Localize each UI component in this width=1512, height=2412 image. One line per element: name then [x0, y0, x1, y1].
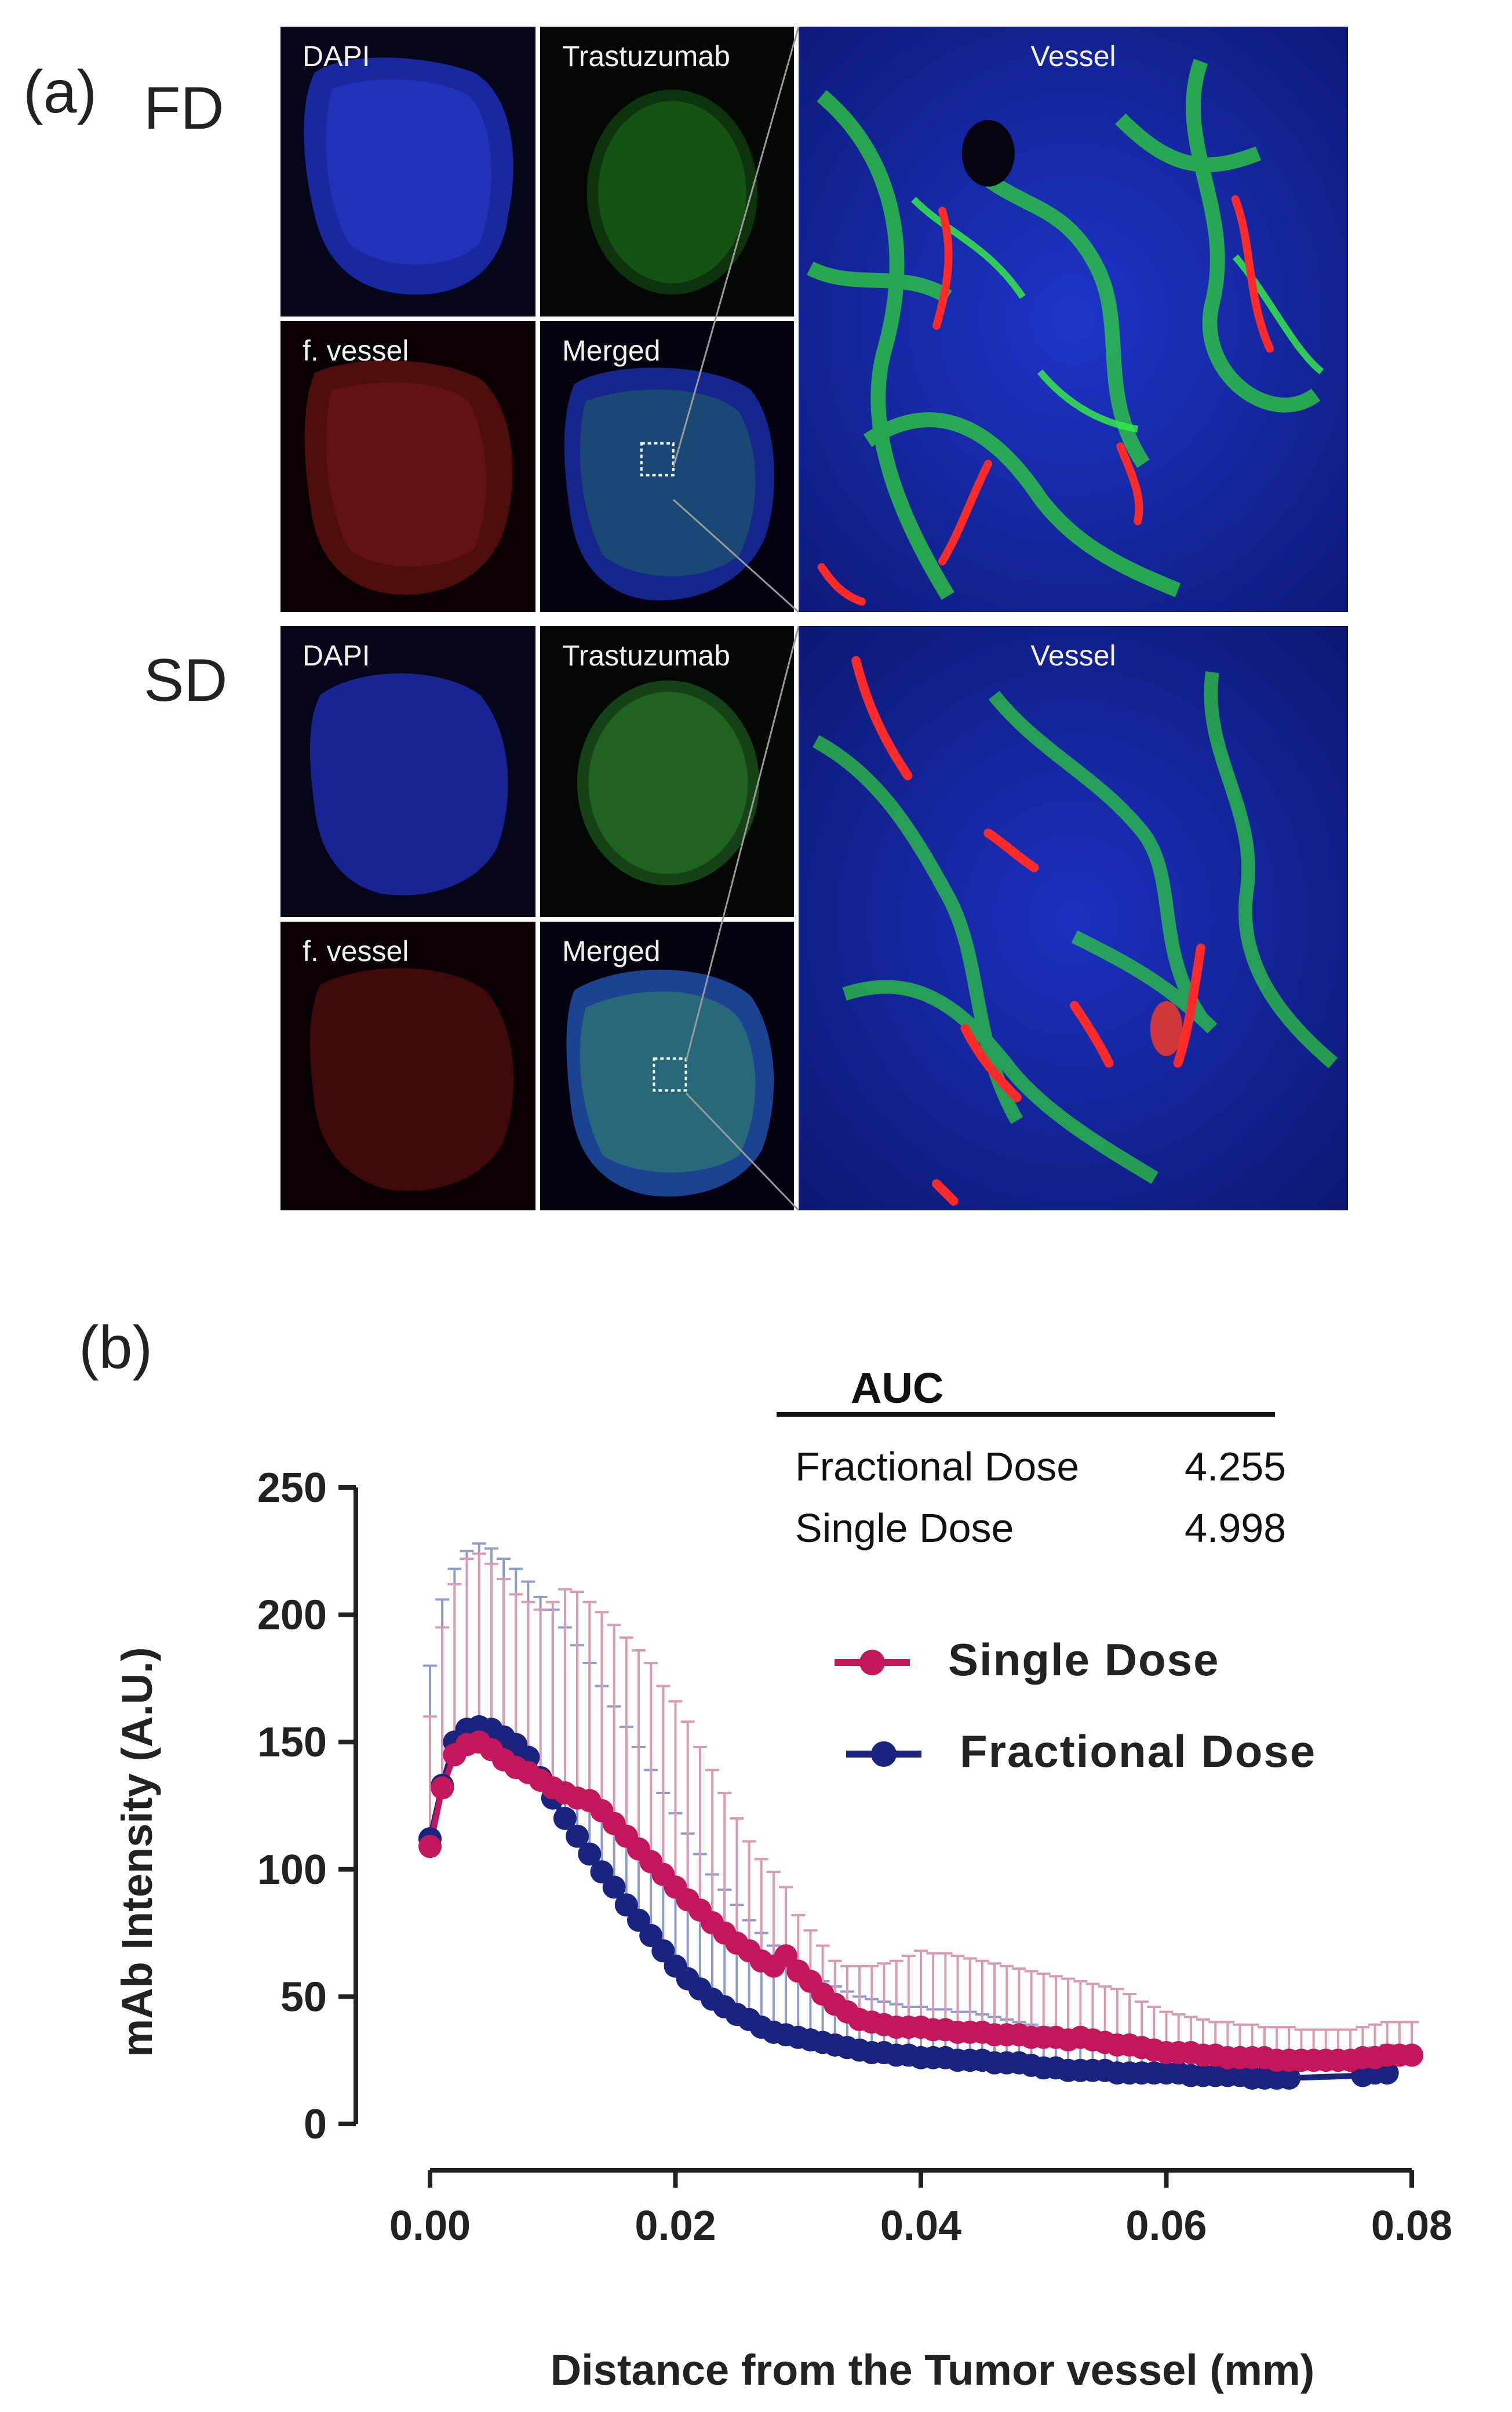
- fd-trastuzumab-image: Trastuzumab: [538, 24, 796, 319]
- fd-zoom-label: Vessel: [1030, 40, 1116, 72]
- fd-merged-label: Merged: [562, 334, 661, 367]
- sd-trastuzumab-tissue: [540, 626, 794, 917]
- fd-trastuzumab-tissue: [540, 27, 794, 316]
- legend-marker-fractional: [871, 1741, 897, 1767]
- fractional-dose-point: [1277, 2066, 1301, 2090]
- y-tick-label: 100: [257, 1847, 327, 1893]
- fd-vessel-label: f. vessel: [303, 334, 409, 367]
- fd-dapi-label: DAPI: [303, 40, 370, 72]
- auc-row-value: 4.998: [1185, 1505, 1287, 1551]
- x-tick-label: 0.04: [880, 2203, 961, 2249]
- fd-vessel-tissue: [280, 321, 535, 612]
- fd-zoom-image: Vessel: [796, 24, 1350, 614]
- sd-dapi-label: DAPI: [303, 639, 370, 672]
- sd-merged-label: Merged: [562, 935, 661, 967]
- y-tick-label: 50: [280, 1974, 327, 2020]
- sd-dapi-image: DAPI: [278, 624, 538, 919]
- row-label-fd: FD: [144, 75, 224, 142]
- fd-dapi-tissue: [280, 27, 535, 316]
- fd-zoom-region: [640, 442, 675, 476]
- auc-row-value: 4.255: [1185, 1444, 1287, 1489]
- fd-dapi-image: DAPI: [278, 24, 538, 319]
- fractional-dose-point: [566, 1824, 589, 1848]
- legend-label-fractional: Fractional Dose: [960, 1726, 1317, 1777]
- zoom-connectors: [672, 26, 800, 1212]
- x-tick-label: 0.06: [1125, 2203, 1207, 2249]
- legend-label-single: Single Dose: [948, 1634, 1220, 1685]
- auc-row-name: Single Dose: [795, 1505, 1014, 1551]
- x-tick-label: 0.00: [389, 2203, 471, 2249]
- panel-a-label: (a): [23, 59, 97, 126]
- legend-markers: [835, 1650, 921, 1767]
- fd-merged-tissue: [540, 321, 794, 612]
- sd-vessel-image: f. vessel: [278, 919, 538, 1213]
- sd-trastuzumab-label: Trastuzumab: [562, 639, 730, 672]
- auc-table-rule: [777, 1412, 1275, 1417]
- auc-table-header: AUC: [851, 1364, 944, 1412]
- sd-zoom-label: Vessel: [1030, 639, 1116, 672]
- auc-row-name: Fractional Dose: [795, 1444, 1080, 1489]
- single-dose-point: [431, 1776, 454, 1800]
- sd-dapi-tissue: [280, 626, 535, 917]
- sd-zoom-image: Vessel: [796, 624, 1350, 1213]
- single-dose-point: [1400, 2043, 1423, 2067]
- fractional-dose-point: [553, 1806, 577, 1830]
- sd-vessel-label: f. vessel: [303, 935, 409, 967]
- fd-trastuzumab-label: Trastuzumab: [562, 40, 730, 72]
- x-axis-title: Distance from the Tumor vessel (mm): [551, 2346, 1315, 2394]
- y-tick-label: 200: [257, 1592, 327, 1639]
- y-axis-title: mAb Intensity (A.U.): [113, 1647, 161, 2057]
- fd-vessel-image: f. vessel: [278, 319, 538, 614]
- panel-b-label: (b): [79, 1314, 153, 1381]
- single-dose-point: [418, 1835, 442, 1858]
- sd-zoom-tissue: [799, 626, 1348, 1210]
- fractional-dose-point: [602, 1875, 626, 1899]
- sd-zoom-region: [653, 1057, 687, 1092]
- fd-merged-image: Merged: [538, 319, 796, 614]
- sd-trastuzumab-image: Trastuzumab: [538, 624, 796, 919]
- x-tick-label: 0.02: [635, 2203, 716, 2249]
- legend-marker-single: [859, 1650, 885, 1675]
- sd-vessel-tissue: [280, 922, 535, 1210]
- row-label-sd: SD: [144, 647, 228, 714]
- fd-zoom-tissue: [799, 27, 1348, 612]
- y-tick-label: 0: [304, 2101, 327, 2148]
- y-tick-label: 250: [257, 1465, 327, 1511]
- y-tick-label: 150: [257, 1719, 327, 1766]
- fractional-dose-point: [578, 1842, 602, 1866]
- x-tick-label: 0.08: [1371, 2203, 1452, 2249]
